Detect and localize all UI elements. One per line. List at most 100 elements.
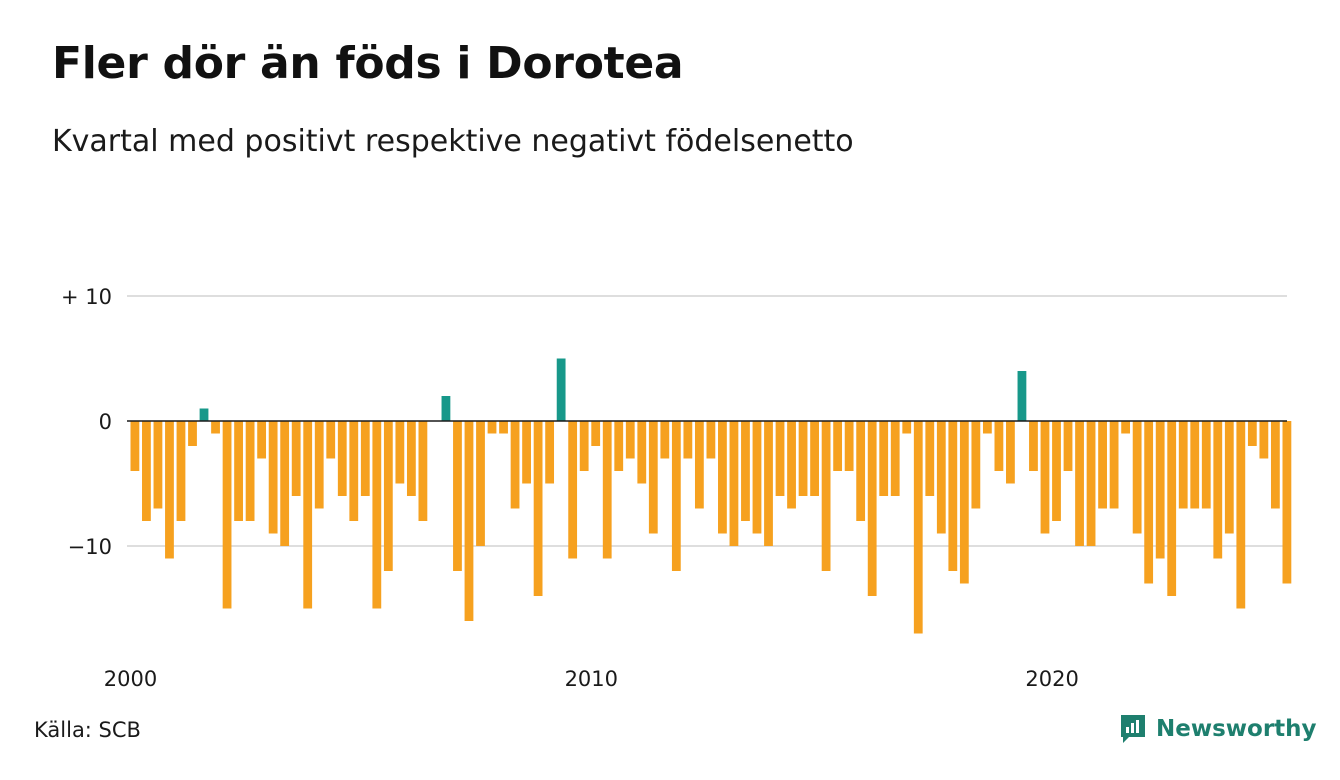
bar <box>810 421 819 496</box>
bar <box>568 421 578 559</box>
bar <box>245 421 255 521</box>
bar <box>1236 421 1246 609</box>
bar <box>706 421 716 459</box>
bar <box>648 421 658 534</box>
bar <box>1190 421 1200 509</box>
bar <box>1052 421 1061 521</box>
bar <box>199 408 209 421</box>
bar <box>372 421 382 609</box>
source-note: Källa: SCB <box>34 718 141 742</box>
bar <box>787 421 796 509</box>
bar <box>833 421 843 471</box>
bar <box>959 421 969 584</box>
bar <box>948 421 958 571</box>
bar <box>464 421 474 621</box>
bar <box>533 421 543 596</box>
bar <box>142 421 151 521</box>
bar <box>741 421 750 521</box>
bar <box>1282 421 1292 584</box>
y-tick-label: + 10 <box>61 285 112 309</box>
bar <box>176 421 186 521</box>
bar <box>718 421 727 534</box>
bar <box>660 421 670 459</box>
bar <box>1178 421 1188 509</box>
bar <box>856 421 866 521</box>
bar <box>1167 421 1177 596</box>
bar <box>268 421 278 534</box>
bar <box>545 421 555 484</box>
bar <box>257 421 267 459</box>
x-tick-label: 2000 <box>104 667 157 691</box>
bar <box>844 421 854 471</box>
bar <box>153 421 163 509</box>
bars <box>130 358 1292 634</box>
bar <box>406 421 416 496</box>
bar <box>487 421 497 434</box>
bar <box>671 421 681 571</box>
bar <box>1121 421 1131 434</box>
bar <box>476 421 485 546</box>
bar <box>867 421 877 596</box>
chart-title: Fler dör än föds i Dorotea <box>52 38 684 89</box>
bar <box>383 421 393 571</box>
bar <box>729 421 739 546</box>
bar <box>625 421 635 459</box>
x-tick-label: 2020 <box>1025 667 1078 691</box>
bar <box>1201 421 1211 509</box>
bar <box>1213 421 1223 559</box>
bar <box>994 421 1004 471</box>
bar <box>1098 421 1107 509</box>
bar <box>453 421 462 571</box>
bar <box>395 421 405 484</box>
bar <box>441 396 451 421</box>
bar <box>211 421 220 434</box>
bar <box>1270 421 1280 509</box>
bar <box>1029 421 1038 471</box>
bar <box>1224 421 1234 534</box>
y-tick-label: 0 <box>99 410 112 434</box>
newsworthy-logo-icon <box>1121 715 1145 743</box>
bar <box>418 421 428 521</box>
bar <box>303 421 313 609</box>
bar <box>326 421 336 459</box>
bar <box>902 421 912 434</box>
bar <box>337 421 347 496</box>
bar <box>879 421 889 496</box>
bar <box>683 421 693 459</box>
bar <box>291 421 301 496</box>
x-tick-label: 2010 <box>565 667 618 691</box>
bar <box>499 421 508 434</box>
bar <box>1017 371 1027 421</box>
bar <box>1063 421 1073 471</box>
chart-subtitle: Kvartal med positivt respektive negativt… <box>52 124 854 159</box>
bar <box>694 421 704 509</box>
bar <box>188 421 197 446</box>
bar <box>1247 421 1257 446</box>
bar <box>1259 421 1269 459</box>
bar <box>1144 421 1154 584</box>
bar <box>1040 421 1050 534</box>
y-tick-label: −10 <box>68 535 112 559</box>
bar <box>775 421 785 496</box>
brand-name: Newsworthy <box>1156 716 1317 742</box>
bar <box>234 421 243 521</box>
bar <box>971 421 981 509</box>
bar <box>913 421 923 634</box>
bar <box>637 421 647 484</box>
bar <box>602 421 612 559</box>
bar <box>130 421 140 471</box>
bar <box>510 421 520 509</box>
bar <box>1006 421 1015 484</box>
bar <box>1155 421 1165 559</box>
axes: + 10 0 −10 2000 2010 2020 <box>61 285 1287 691</box>
bar <box>591 421 601 446</box>
bar <box>821 421 831 571</box>
bar <box>314 421 324 509</box>
bar <box>360 421 370 496</box>
bar <box>614 421 624 471</box>
bar <box>764 421 773 546</box>
bar <box>982 421 992 434</box>
bar <box>890 421 900 496</box>
bar <box>1109 421 1119 509</box>
